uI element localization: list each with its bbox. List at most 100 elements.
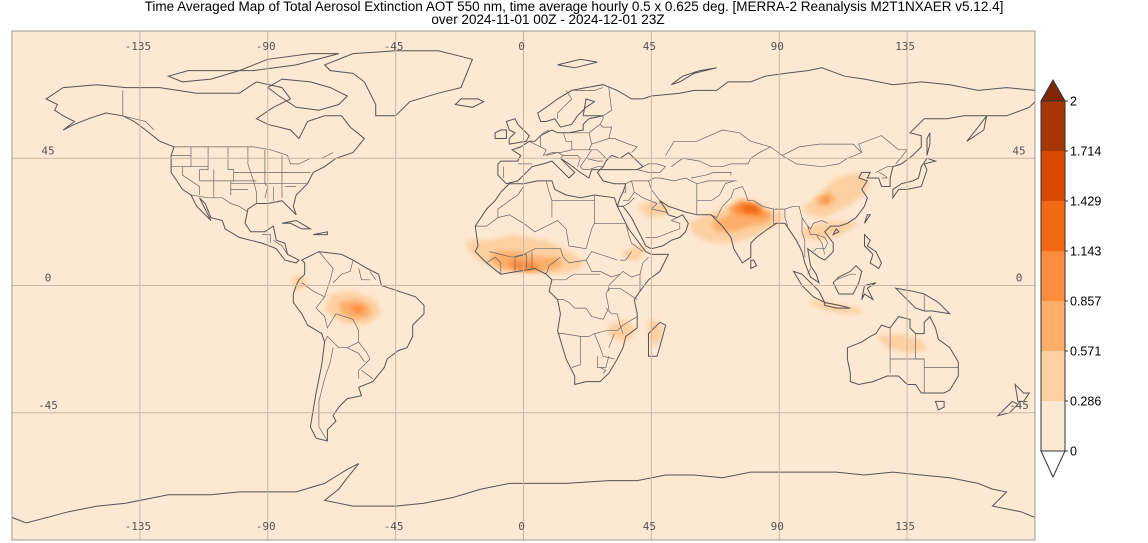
country-border [648, 180, 661, 204]
country-border [878, 172, 888, 179]
lon-tick-label-top: 45 [643, 40, 656, 53]
aerosol-plumes [290, 172, 927, 354]
country-border [710, 186, 754, 219]
lon-tick-label-top: -90 [256, 40, 276, 53]
colorbar-label: 2 [1070, 95, 1077, 109]
country-borders [122, 87, 959, 442]
coastline [45, 81, 366, 264]
lat-tick-label-right: 0 [1016, 272, 1023, 285]
country-border [545, 256, 561, 275]
coastline [670, 67, 717, 86]
coastline [454, 98, 485, 108]
colorbar-segment [1041, 101, 1065, 151]
coastline [505, 118, 530, 145]
country-border [599, 124, 613, 139]
country-border [671, 214, 683, 221]
coastline [648, 321, 667, 357]
colorbar-segment [1041, 151, 1065, 201]
country-border [227, 146, 235, 195]
country-border [571, 336, 581, 368]
coastline [750, 259, 758, 270]
country-border [753, 200, 800, 210]
country-border [620, 251, 632, 261]
coastline [864, 233, 883, 270]
coastline [292, 251, 425, 442]
country-border [591, 138, 638, 153]
lon-tick-label-top: -45 [384, 40, 404, 53]
aerosol-plume [807, 299, 865, 314]
lat-tick-label-right: 45 [1012, 144, 1025, 157]
country-border [801, 217, 806, 258]
coastline [557, 58, 598, 69]
aerosol-plume [290, 274, 308, 292]
coastline [926, 132, 931, 156]
coastline [474, 180, 670, 386]
coastline [832, 228, 840, 236]
lon-tick-label-bottom: 90 [771, 520, 784, 533]
country-border [369, 271, 376, 280]
country-border [875, 166, 893, 173]
coastline [832, 264, 863, 295]
country-border [563, 155, 581, 167]
coastline [166, 53, 339, 83]
country-border [546, 152, 564, 159]
country-border [358, 268, 370, 281]
aerosol-plume [739, 203, 763, 214]
country-border [616, 313, 624, 334]
country-border [815, 234, 826, 255]
country-border [637, 163, 667, 173]
coastline [494, 129, 507, 139]
country-border [315, 296, 360, 349]
country-border [600, 367, 607, 374]
coastline [864, 214, 872, 224]
country-border [623, 192, 635, 202]
country-border [301, 251, 334, 298]
aerosol-plume [350, 305, 365, 314]
coastline [894, 287, 952, 315]
colorbar-label: 0.571 [1070, 345, 1101, 359]
country-border [361, 370, 374, 380]
map-grid [12, 31, 1035, 540]
country-border [545, 180, 553, 218]
aerosol-plume [648, 319, 663, 348]
country-border [497, 186, 524, 218]
country-border [486, 256, 502, 275]
lon-tick-label-bottom: -90 [256, 520, 276, 533]
country-border [262, 234, 271, 244]
colorbar-segment [1041, 201, 1065, 251]
country-border [625, 223, 644, 252]
lon-tick-label-bottom: -45 [384, 520, 404, 533]
lat-tick-label-left: 45 [41, 144, 54, 157]
country-border [514, 253, 527, 272]
colorbar-segment [1041, 251, 1065, 301]
colorbar-label: 1.429 [1070, 195, 1101, 209]
country-border [784, 209, 789, 227]
coastline [892, 157, 938, 200]
country-border [588, 87, 612, 134]
country-border [625, 177, 660, 185]
country-border [273, 240, 288, 255]
coastline [996, 400, 1019, 417]
coastline [824, 301, 851, 309]
country-border [781, 143, 862, 156]
lon-tick-label-bottom: 0 [518, 520, 525, 533]
colorbar-label: 0.857 [1070, 295, 1101, 309]
country-border [557, 90, 573, 119]
country-border [585, 251, 618, 261]
country-border [807, 225, 828, 252]
aerosol-plume [623, 245, 649, 261]
map-subtitle: over 2024-11-01 00Z - 2024-12-01 23Z [431, 12, 665, 27]
lon-tick-label-top: -135 [125, 40, 152, 53]
colorbar-label: 1.143 [1070, 245, 1101, 259]
axis-ticks: -135 -135 -90 -90 -45 -45 0 0 45 45 90 90 135 135 45 45… [38, 40, 1029, 533]
country-border [199, 146, 209, 181]
aerosol-plume [821, 196, 829, 204]
country-border [608, 333, 615, 348]
coastline [497, 67, 1035, 284]
coastline [934, 400, 945, 411]
country-border [665, 129, 771, 156]
lon-tick-label-bottom: 135 [895, 520, 915, 533]
aerosol-plume [608, 319, 638, 343]
coastline [12, 463, 1035, 540]
